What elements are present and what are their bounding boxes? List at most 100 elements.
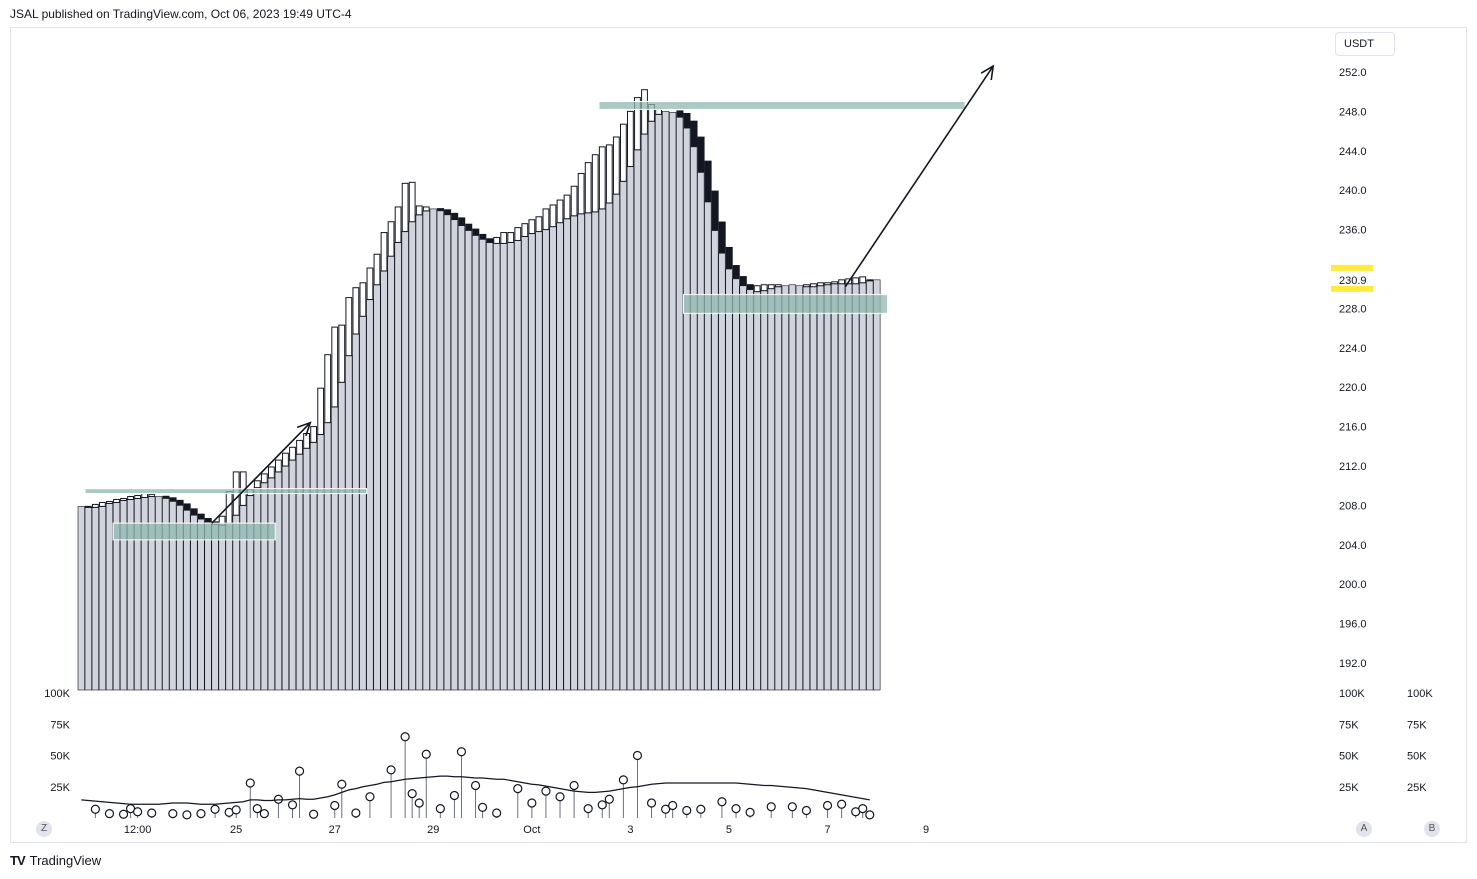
- volume-tick-label-right: 75K: [1339, 719, 1359, 731]
- arrow-head-icon: [980, 64, 995, 81]
- last-price-label: 230.9: [1339, 275, 1367, 287]
- volume-tick-label-far: 25K: [1407, 782, 1427, 794]
- candle-box: [831, 281, 838, 285]
- volume-tick-label-left: 75K: [50, 719, 70, 731]
- volume-marker: [766, 802, 776, 812]
- dark-fill-segment: [162, 495, 170, 499]
- price-column: [746, 289, 754, 691]
- dark-fill-segment: [183, 503, 191, 511]
- volume-marker: [400, 732, 410, 742]
- price-column: [162, 498, 170, 691]
- volume-marker: [104, 809, 115, 819]
- volume-marker: [470, 780, 481, 791]
- price-column: [436, 210, 444, 691]
- price-column: [683, 127, 691, 691]
- candle-box: [359, 282, 367, 317]
- time-tick-label: Oct: [523, 824, 540, 836]
- candle-box: [598, 146, 606, 210]
- price-column: [549, 226, 557, 691]
- price-column: [802, 286, 811, 691]
- volume-marker: [527, 798, 537, 808]
- candle-box: [331, 326, 339, 408]
- price-column: [302, 447, 311, 691]
- volume-marker: [196, 809, 206, 819]
- dark-fill-segment: [718, 221, 726, 254]
- auto-scale-button[interactable]: A: [1356, 821, 1372, 837]
- dark-fill-segment: [725, 246, 733, 269]
- price-tick-label: 216.0: [1339, 422, 1367, 434]
- candle-box: [619, 123, 627, 182]
- price-column: [401, 231, 409, 691]
- price-tick-label: 252.0: [1339, 67, 1367, 79]
- price-column: [859, 282, 867, 691]
- price-column: [788, 284, 796, 691]
- price-column: [443, 214, 451, 691]
- price-column: [415, 214, 423, 691]
- price-column: [612, 193, 620, 691]
- price-highlight-strip: [1331, 285, 1373, 292]
- price-column: [704, 201, 712, 691]
- price-column: [338, 381, 346, 691]
- price-column: [450, 219, 459, 691]
- candle-box: [253, 480, 261, 489]
- volume-marker: [541, 786, 551, 796]
- volume-marker: [865, 810, 875, 820]
- price-column: [753, 291, 761, 691]
- dark-fill-segment: [704, 160, 712, 203]
- candle-box: [338, 324, 346, 383]
- dark-fill-segment: [176, 499, 184, 506]
- candle-box: [605, 144, 613, 204]
- arrow-line: [211, 422, 311, 524]
- volume-pane: [81, 732, 875, 820]
- dark-fill-segment: [169, 497, 177, 502]
- currency-button[interactable]: USDT: [1335, 32, 1395, 56]
- candle-box: [84, 505, 92, 508]
- price-column: [352, 333, 360, 691]
- candle-box: [584, 162, 592, 214]
- z-button[interactable]: Z: [36, 821, 52, 837]
- price-column: [739, 285, 747, 691]
- dark-fill-segment: [451, 212, 459, 220]
- volume-marker: [273, 794, 284, 804]
- dark-fill-segment: [479, 233, 487, 240]
- candle-box: [838, 279, 846, 285]
- price-column: [521, 236, 529, 691]
- price-tick-label: 228.0: [1339, 303, 1367, 315]
- price-column: [471, 235, 480, 691]
- dark-fill-segment: [465, 223, 473, 231]
- price-column: [98, 506, 107, 691]
- candle-box: [528, 219, 536, 235]
- price-tick-label: 236.0: [1339, 225, 1367, 237]
- price-tick-label: 192.0: [1339, 658, 1367, 670]
- price-column: [774, 286, 782, 691]
- candle-box: [310, 426, 318, 443]
- zone-rect: [84, 488, 368, 495]
- candle-box: [767, 284, 775, 290]
- price-column: [429, 208, 437, 691]
- price-column: [598, 208, 606, 691]
- volume-marker: [421, 749, 431, 759]
- volume-marker: [330, 800, 340, 811]
- time-tick-label: 9: [923, 824, 929, 836]
- price-column: [345, 355, 353, 691]
- candle-box: [352, 287, 360, 335]
- candle-box: [120, 498, 127, 501]
- volume-marker: [661, 804, 671, 814]
- price-tick-label: 240.0: [1339, 185, 1367, 197]
- price-column: [359, 315, 367, 691]
- dark-fill-segment: [676, 110, 684, 118]
- price-column: [267, 477, 275, 691]
- candle-box: [267, 466, 275, 479]
- candle-box: [260, 473, 268, 484]
- volume-tick-label-left: 25K: [50, 782, 70, 794]
- volume-marker: [435, 804, 445, 814]
- candle-box: [500, 232, 508, 244]
- price-column: [464, 230, 473, 691]
- price-column: [204, 521, 212, 691]
- price-column: [584, 212, 592, 691]
- zones: [84, 101, 966, 541]
- volume-marker: [245, 778, 255, 788]
- b-button[interactable]: B: [1424, 821, 1440, 837]
- volume-marker: [837, 799, 847, 809]
